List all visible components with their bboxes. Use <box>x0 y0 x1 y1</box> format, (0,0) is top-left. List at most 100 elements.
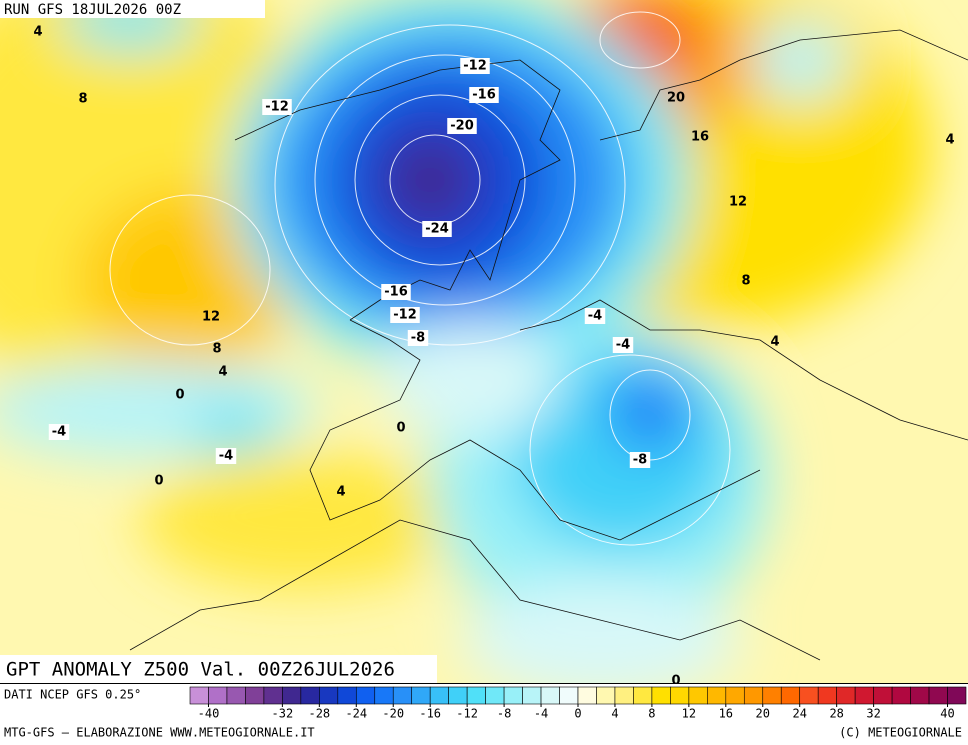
contour-label: 0 <box>396 421 405 436</box>
color-box <box>947 686 967 705</box>
contour-label: -4 <box>219 449 233 464</box>
colorbar-tick-label: 4 <box>611 707 618 721</box>
colorbar-tick-label: -20 <box>382 707 404 721</box>
color-box <box>891 686 911 705</box>
contour-label: -4 <box>588 309 602 324</box>
color-box <box>799 686 819 705</box>
color-box <box>780 686 801 705</box>
color-box <box>688 686 708 705</box>
footer-right: (C) METEOGIORNALE <box>839 726 962 740</box>
color-box <box>522 686 542 705</box>
color-box <box>263 686 283 705</box>
contour-label: -4 <box>52 425 66 440</box>
contour-label: 0 <box>154 474 163 489</box>
contour-label: 4 <box>945 133 954 148</box>
color-box <box>836 686 856 705</box>
color-box <box>392 686 413 705</box>
contour-label: 20 <box>667 91 685 106</box>
contour-label: -12 <box>393 308 417 323</box>
color-box <box>466 686 486 705</box>
colorbar-tick-label: 8 <box>648 707 655 721</box>
label-box <box>469 87 499 103</box>
label-box <box>460 58 490 74</box>
contour-label: -16 <box>472 88 496 103</box>
color-box <box>282 686 302 705</box>
colorbar-tick-label: -40 <box>198 707 220 721</box>
colorbar-tick-label: -4 <box>534 707 548 721</box>
contour-label: 0 <box>671 674 680 689</box>
color-box <box>208 686 228 705</box>
contour-labels: -12 -16 -12 -20 -24 -16 -12 -8 20 16 12 8 4 4 4 8 12 8 4 0 -… <box>33 25 954 689</box>
color-box <box>429 686 449 705</box>
color-box <box>817 686 837 705</box>
colorbar-tick-label: 20 <box>756 707 770 721</box>
label-box <box>447 118 477 134</box>
contour-label: 8 <box>741 274 750 289</box>
colorbar: -40 -32 -28 -24 -20 -16 -12 -8 -4 0 4 8 12 16 20 24 28 32… <box>189 686 967 721</box>
colorbar-tick-label: -12 <box>456 707 478 721</box>
color-box <box>226 686 246 705</box>
colorbar-tick-label: -16 <box>419 707 441 721</box>
anomaly-field: -12 -16 -12 -20 -24 -16 -12 -8 20 16 12 8 4 4 4 8 12 8 4 0 -… <box>0 0 968 689</box>
contour-label: 4 <box>336 485 345 500</box>
color-box <box>854 686 874 705</box>
contour-label: -8 <box>411 331 425 346</box>
contour-label: 12 <box>202 310 220 325</box>
contour-label: 4 <box>33 25 42 40</box>
label-box <box>390 307 420 323</box>
label-box <box>407 330 429 346</box>
color-box <box>596 686 616 705</box>
map-title: GPT ANOMALY Z500 Val. 00Z26JUL2026 <box>6 659 395 681</box>
colorbar-tick-label: -28 <box>308 707 330 721</box>
footer-left: MTG-GFS — ELABORAZIONE WWW.METEOGIORNALE… <box>4 726 315 740</box>
color-box <box>577 686 597 705</box>
color-box <box>485 686 505 705</box>
label-box <box>584 308 606 324</box>
contour-label: -12 <box>265 100 289 115</box>
contour-label: -8 <box>633 453 647 468</box>
color-box <box>614 686 634 705</box>
contour-label: -20 <box>450 119 474 134</box>
color-box <box>300 686 320 705</box>
color-box <box>559 686 579 705</box>
colorbar-tick-label: 0 <box>574 707 581 721</box>
color-box <box>245 686 265 705</box>
colorbar-tick-label: -32 <box>272 707 294 721</box>
label-box <box>262 99 292 115</box>
label-box <box>422 221 452 237</box>
color-box <box>873 686 893 705</box>
color-box <box>928 686 948 705</box>
color-box <box>540 686 560 705</box>
colorbar-tick-label: 16 <box>719 707 733 721</box>
label-box <box>612 337 634 353</box>
color-box <box>651 686 671 705</box>
color-box <box>189 686 209 705</box>
colorbar-tick-label: 40 <box>940 707 954 721</box>
color-box <box>355 686 376 705</box>
contour-label: -12 <box>463 59 487 74</box>
color-box <box>448 686 468 705</box>
color-box <box>319 686 339 705</box>
coastlines <box>129 29 968 661</box>
color-box <box>743 686 764 705</box>
label-box <box>215 448 237 464</box>
color-box <box>707 686 727 705</box>
color-box <box>411 686 431 705</box>
contour-lines <box>109 11 731 546</box>
header-box <box>0 0 265 18</box>
contour-label: 16 <box>691 130 709 145</box>
color-box <box>633 686 653 705</box>
contour-label: -24 <box>425 222 449 237</box>
colorbar-tick-label: -24 <box>345 707 367 721</box>
label-box <box>48 424 70 440</box>
color-box <box>503 686 523 705</box>
color-box <box>910 686 930 705</box>
run-info: RUN GFS 18JUL2026 00Z <box>4 2 181 18</box>
color-box <box>725 686 745 705</box>
contour-label: 12 <box>729 195 747 210</box>
color-box <box>762 686 782 705</box>
contour-label: 0 <box>175 388 184 403</box>
contour-label: -16 <box>384 285 408 300</box>
contour-label: 8 <box>78 92 87 107</box>
